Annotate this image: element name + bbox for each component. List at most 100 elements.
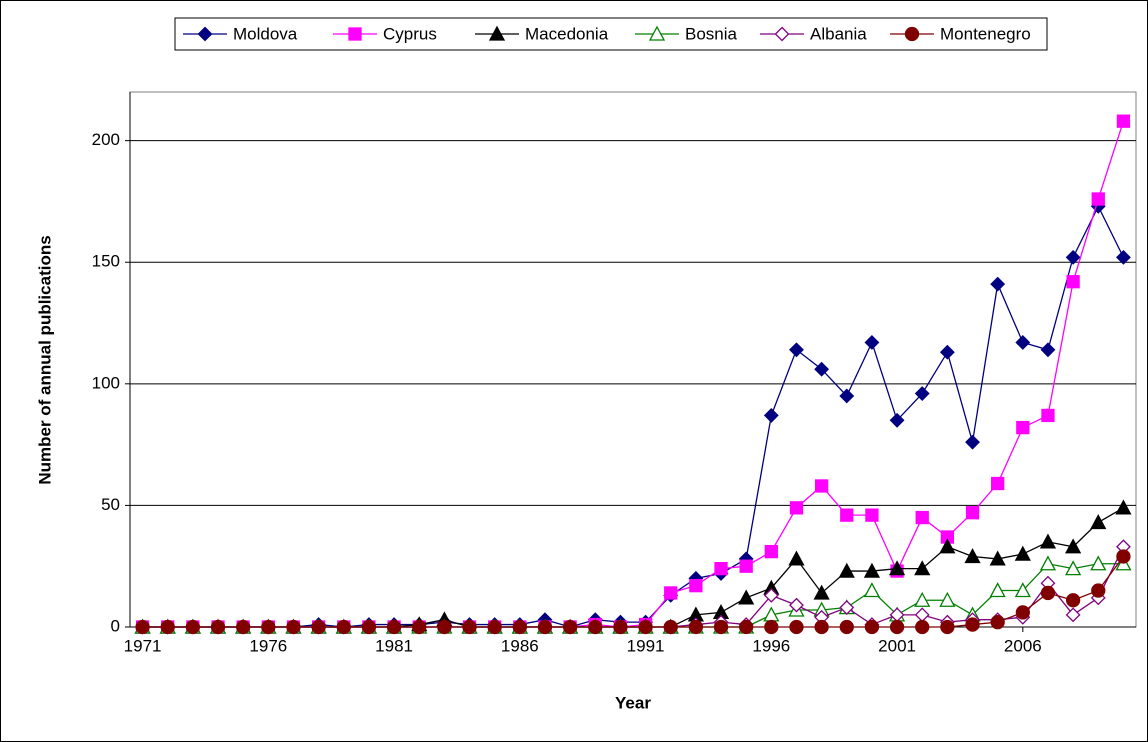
marker	[965, 617, 980, 632]
marker	[888, 560, 906, 576]
marker	[914, 560, 931, 576]
marker	[915, 510, 929, 525]
marker	[648, 25, 666, 41]
marker	[437, 619, 452, 635]
marker	[940, 619, 955, 635]
y-tick-label: 200	[92, 130, 120, 149]
marker	[789, 342, 804, 358]
marker	[1014, 545, 1031, 561]
marker	[1066, 275, 1080, 289]
marker	[160, 619, 175, 635]
marker	[738, 589, 755, 605]
marker	[562, 619, 578, 635]
x-tick-label: 1976	[249, 636, 287, 655]
marker	[863, 582, 881, 598]
marker	[1015, 605, 1030, 620]
x-tick-label: 1971	[124, 636, 162, 655]
marker	[839, 388, 855, 404]
marker	[185, 619, 201, 635]
marker	[964, 548, 981, 564]
marker	[1116, 549, 1131, 564]
marker	[990, 614, 1005, 630]
series-line	[142, 204, 1125, 628]
marker	[991, 476, 1005, 491]
marker	[1039, 533, 1057, 549]
y-tick-label: 150	[92, 252, 120, 271]
marker	[261, 619, 276, 635]
marker	[789, 619, 804, 635]
marker	[135, 619, 150, 635]
y-axis-label: Number of annual publications	[35, 235, 54, 484]
marker	[361, 619, 377, 635]
marker	[210, 619, 226, 635]
marker	[739, 559, 753, 573]
marker	[688, 619, 704, 635]
marker	[939, 344, 955, 360]
marker	[939, 538, 956, 554]
marker	[1040, 342, 1056, 358]
marker	[236, 619, 251, 635]
legend-label: Montenegro	[940, 24, 1031, 43]
y-tick-label: 0	[111, 616, 120, 635]
x-tick-label: 1996	[752, 636, 790, 655]
marker	[1065, 249, 1081, 265]
marker	[989, 582, 1006, 598]
marker	[311, 619, 326, 635]
marker	[1039, 555, 1057, 571]
x-tick-label: 1981	[375, 636, 413, 655]
marker	[814, 361, 830, 377]
marker	[487, 619, 502, 635]
marker	[788, 550, 805, 566]
marker	[904, 26, 920, 42]
series-line	[142, 556, 1124, 628]
marker	[714, 561, 728, 576]
marker	[764, 544, 778, 559]
plot-area	[129, 91, 1137, 628]
marker	[989, 550, 1006, 566]
marker	[814, 619, 829, 635]
marker	[1065, 560, 1082, 576]
marker	[1091, 583, 1106, 598]
marker	[1116, 249, 1131, 265]
marker	[1065, 607, 1081, 623]
marker	[1090, 555, 1107, 571]
x-tick-label: 2006	[1004, 636, 1042, 655]
marker	[488, 25, 506, 41]
y-tick-label: 50	[101, 495, 120, 514]
y-tick-label: 100	[92, 373, 120, 392]
marker	[1115, 499, 1132, 515]
marker	[1116, 114, 1131, 128]
marker	[663, 619, 678, 635]
marker	[763, 408, 779, 423]
marker	[512, 619, 527, 635]
x-axis-label: Year	[615, 693, 651, 712]
marker	[813, 584, 830, 600]
marker	[889, 412, 905, 428]
marker	[739, 619, 754, 635]
marker	[764, 619, 779, 635]
marker	[1014, 582, 1031, 598]
marker	[537, 619, 553, 635]
marker	[1065, 593, 1081, 608]
marker	[763, 587, 779, 603]
marker	[386, 619, 402, 635]
legend-label: Cyprus	[383, 24, 437, 43]
marker	[1065, 538, 1082, 554]
marker	[1015, 335, 1031, 350]
legend-label: Macedonia	[525, 24, 609, 43]
marker	[638, 619, 653, 635]
marker	[965, 434, 980, 450]
marker	[789, 597, 804, 613]
x-tick-label: 1991	[627, 636, 665, 655]
marker	[1041, 408, 1055, 423]
legend-label: Albania	[810, 24, 867, 43]
legend: Moldova Cyprus Macedonia Bosnia Albania Monte…	[174, 17, 1048, 51]
marker	[939, 591, 956, 607]
x-tick-label: 2001	[878, 636, 916, 655]
x-tick-label: 1986	[501, 636, 539, 655]
legend-label: Bosnia	[685, 24, 738, 43]
marker	[839, 600, 855, 615]
marker	[689, 579, 703, 593]
marker	[840, 508, 854, 522]
